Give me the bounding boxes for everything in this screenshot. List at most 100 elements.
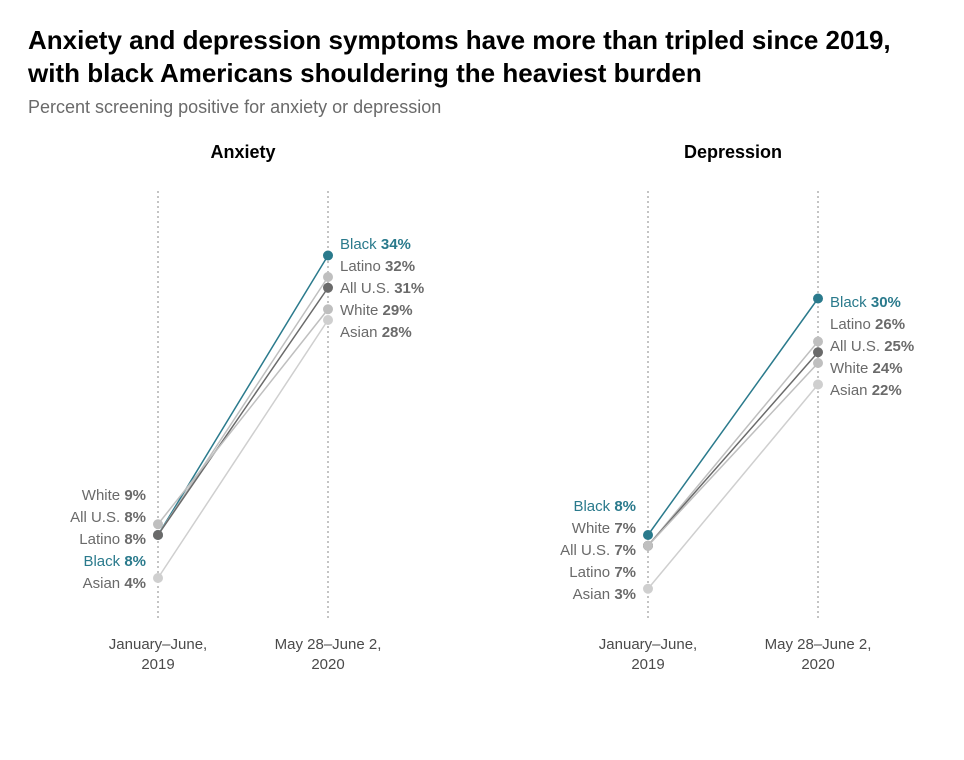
series-name: Asian xyxy=(340,324,378,341)
series-marker xyxy=(323,272,333,282)
series-name: White xyxy=(572,520,610,537)
series-value: 29% xyxy=(383,302,413,319)
series-value: 30% xyxy=(871,294,901,311)
series-label-left: White 9% xyxy=(82,488,146,505)
series-value: 8% xyxy=(124,531,146,548)
series-name: All U.S. xyxy=(560,542,610,559)
series-label-left: All U.S. 7% xyxy=(560,543,636,560)
x-axis-range: May 28–June 2, xyxy=(275,636,382,653)
series-name: Black xyxy=(83,553,120,570)
series-marker xyxy=(323,315,333,325)
series-label-right: Black 30% xyxy=(830,295,901,312)
series-line xyxy=(158,320,328,578)
x-axis-label: May 28–June 2, 2020 xyxy=(748,635,888,674)
series-label-right: All U.S. 31% xyxy=(340,281,424,298)
series-label-right: Latino 32% xyxy=(340,259,415,276)
series-marker xyxy=(323,251,333,261)
series-name: Latino xyxy=(569,564,610,581)
series-label-right: Latino 26% xyxy=(830,317,905,334)
series-value: 4% xyxy=(124,575,146,592)
series-label-left: White 7% xyxy=(572,521,636,538)
series-name: White xyxy=(830,360,868,377)
x-axis-year: 2020 xyxy=(311,656,344,673)
panel-title: Anxiety xyxy=(28,142,458,163)
series-line xyxy=(158,288,328,535)
series-line xyxy=(648,352,818,546)
series-value: 7% xyxy=(614,564,636,581)
x-axis-range: May 28–June 2, xyxy=(765,636,872,653)
series-value: 32% xyxy=(385,258,415,275)
charts-row: AnxietyWhite 9%All U.S. 8%Latino 8%Black… xyxy=(28,142,936,731)
series-value: 25% xyxy=(884,338,914,355)
x-axis-year: 2020 xyxy=(801,656,834,673)
page-title: Anxiety and depression symptoms have mor… xyxy=(28,24,936,89)
series-name: All U.S. xyxy=(830,338,880,355)
plot-area: White 9%All U.S. 8%Latino 8%Black 8%Asia… xyxy=(28,171,458,731)
x-axis-label: May 28–June 2, 2020 xyxy=(258,635,398,674)
series-value: 9% xyxy=(124,487,146,504)
series-label-left: All U.S. 8% xyxy=(70,510,146,527)
series-marker xyxy=(643,530,653,540)
series-name: Black xyxy=(340,236,377,253)
x-axis-range: January–June, xyxy=(599,636,697,653)
series-marker xyxy=(153,519,163,529)
series-name: All U.S. xyxy=(70,509,120,526)
series-value: 26% xyxy=(875,316,905,333)
series-name: Latino xyxy=(830,316,871,333)
series-value: 28% xyxy=(382,324,412,341)
series-marker xyxy=(813,294,823,304)
series-value: 24% xyxy=(873,360,903,377)
series-value: 7% xyxy=(614,520,636,537)
series-label-left: Latino 7% xyxy=(569,565,636,582)
series-name: Asian xyxy=(83,575,121,592)
series-line xyxy=(648,363,818,546)
series-label-right: Asian 28% xyxy=(340,325,412,342)
series-label-left: Black 8% xyxy=(83,554,146,571)
x-axis-year: 2019 xyxy=(141,656,174,673)
page-subtitle: Percent screening positive for anxiety o… xyxy=(28,97,936,118)
series-label-left: Black 8% xyxy=(573,499,636,516)
series-name: Asian xyxy=(573,586,611,603)
series-label-right: White 24% xyxy=(830,361,903,378)
series-marker xyxy=(153,573,163,583)
series-line xyxy=(648,342,818,546)
series-label-right: Black 34% xyxy=(340,237,411,254)
series-value: 31% xyxy=(394,280,424,297)
series-line xyxy=(158,277,328,535)
chart-panel: AnxietyWhite 9%All U.S. 8%Latino 8%Black… xyxy=(28,142,458,731)
series-name: All U.S. xyxy=(340,280,390,297)
chart-panel: DepressionBlack 8%White 7%All U.S. 7%Lat… xyxy=(518,142,948,731)
series-marker xyxy=(813,347,823,357)
series-name: Latino xyxy=(79,531,120,548)
series-value: 34% xyxy=(381,236,411,253)
series-label-right: White 29% xyxy=(340,303,413,320)
series-line xyxy=(158,309,328,524)
series-line xyxy=(648,385,818,589)
series-name: Latino xyxy=(340,258,381,275)
x-axis-range: January–June, xyxy=(109,636,207,653)
series-marker xyxy=(153,530,163,540)
series-label-left: Asian 3% xyxy=(573,587,636,604)
x-axis-label: January–June, 2019 xyxy=(578,635,718,674)
series-marker xyxy=(323,304,333,314)
series-marker xyxy=(813,337,823,347)
series-value: 3% xyxy=(614,586,636,603)
panel-title: Depression xyxy=(518,142,948,163)
x-axis-label: January–June, 2019 xyxy=(88,635,228,674)
series-value: 8% xyxy=(124,553,146,570)
series-marker xyxy=(643,541,653,551)
series-label-right: All U.S. 25% xyxy=(830,339,914,356)
series-marker xyxy=(813,380,823,390)
series-label-left: Asian 4% xyxy=(83,576,146,593)
series-marker xyxy=(813,358,823,368)
series-marker xyxy=(323,283,333,293)
series-label-right: Asian 22% xyxy=(830,383,902,400)
x-axis-year: 2019 xyxy=(631,656,664,673)
series-line xyxy=(648,299,818,536)
series-value: 22% xyxy=(872,382,902,399)
series-label-left: Latino 8% xyxy=(79,532,146,549)
series-value: 7% xyxy=(614,542,636,559)
series-name: Black xyxy=(830,294,867,311)
series-name: Asian xyxy=(830,382,868,399)
series-name: Black xyxy=(573,498,610,515)
